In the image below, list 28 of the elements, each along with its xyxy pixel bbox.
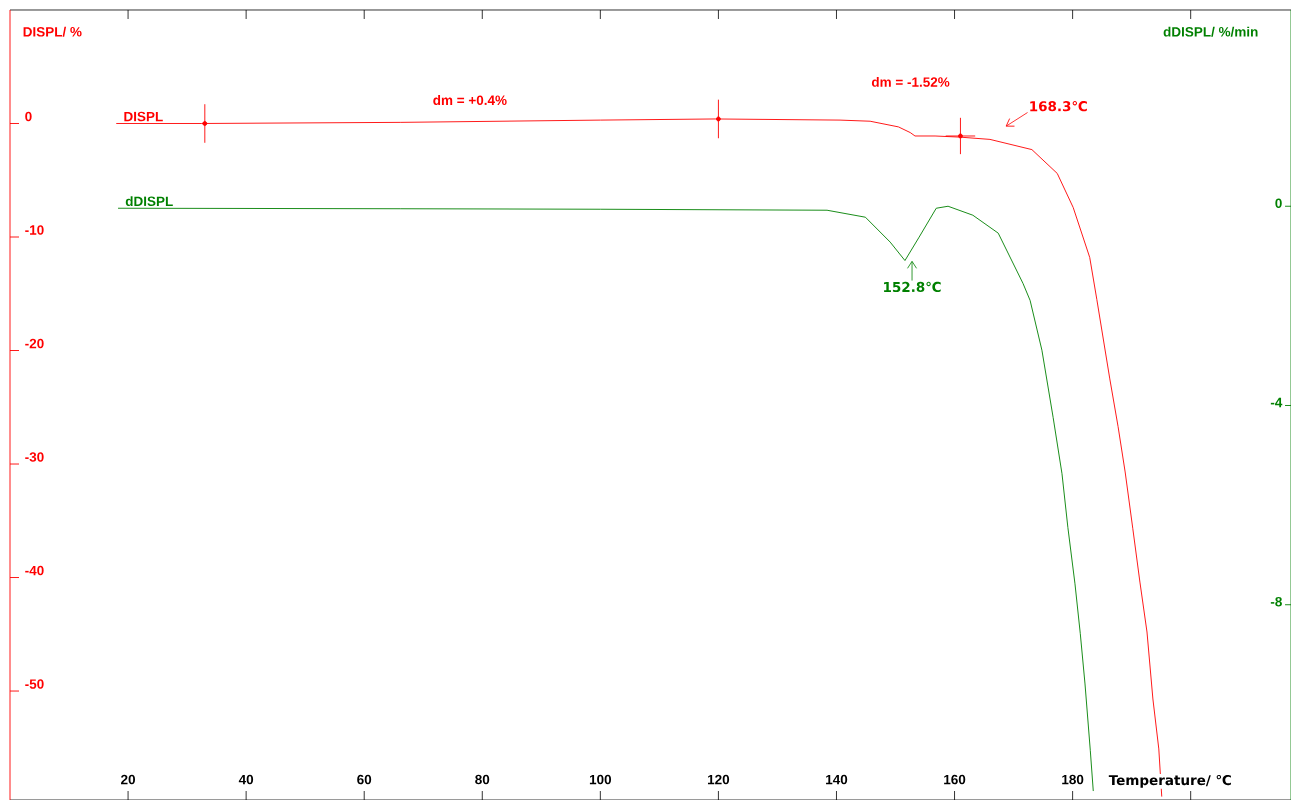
y2-tick-label: -4 <box>1270 397 1283 408</box>
series-label: dDISPL <box>125 196 173 207</box>
x-tick-label: 80 <box>475 774 490 785</box>
x-tick-label: 120 <box>707 774 730 785</box>
y-tick-label: -30 <box>25 452 44 462</box>
y-tick-label: -20 <box>25 338 44 349</box>
y-tick-label: -50 <box>25 679 44 689</box>
x-tick-label: 20 <box>121 774 136 785</box>
y2-axis-title: dDISPL/ %/min <box>1163 26 1258 37</box>
annotation: 152.8℃ <box>884 281 941 293</box>
y2-tick-label: 0 <box>1275 198 1282 209</box>
y-tick-label: 0 <box>25 111 32 122</box>
y-axis-title: DISPL/ % <box>23 26 82 37</box>
annotation: 168.3℃ <box>1030 101 1087 112</box>
x-tick-label: 140 <box>826 774 848 785</box>
series-label: DISPL <box>124 111 163 122</box>
y2-tick-label: -8 <box>1270 596 1282 607</box>
x-tick-label: 100 <box>589 774 612 785</box>
x-tick-label: 160 <box>944 774 966 785</box>
annotation: dm = -1.52% <box>871 76 950 87</box>
y-tick-label: -40 <box>25 565 44 576</box>
line-series <box>117 205 1094 792</box>
annotation: dm = +0.4% <box>433 95 507 105</box>
x-tick-label: 40 <box>238 774 254 785</box>
y-tick-label: -10 <box>25 225 44 235</box>
x-tick-label: 60 <box>357 774 372 785</box>
x-tick-label: 180 <box>1062 774 1084 785</box>
x-axis-title: Temperature/ ℃ <box>1108 774 1231 788</box>
